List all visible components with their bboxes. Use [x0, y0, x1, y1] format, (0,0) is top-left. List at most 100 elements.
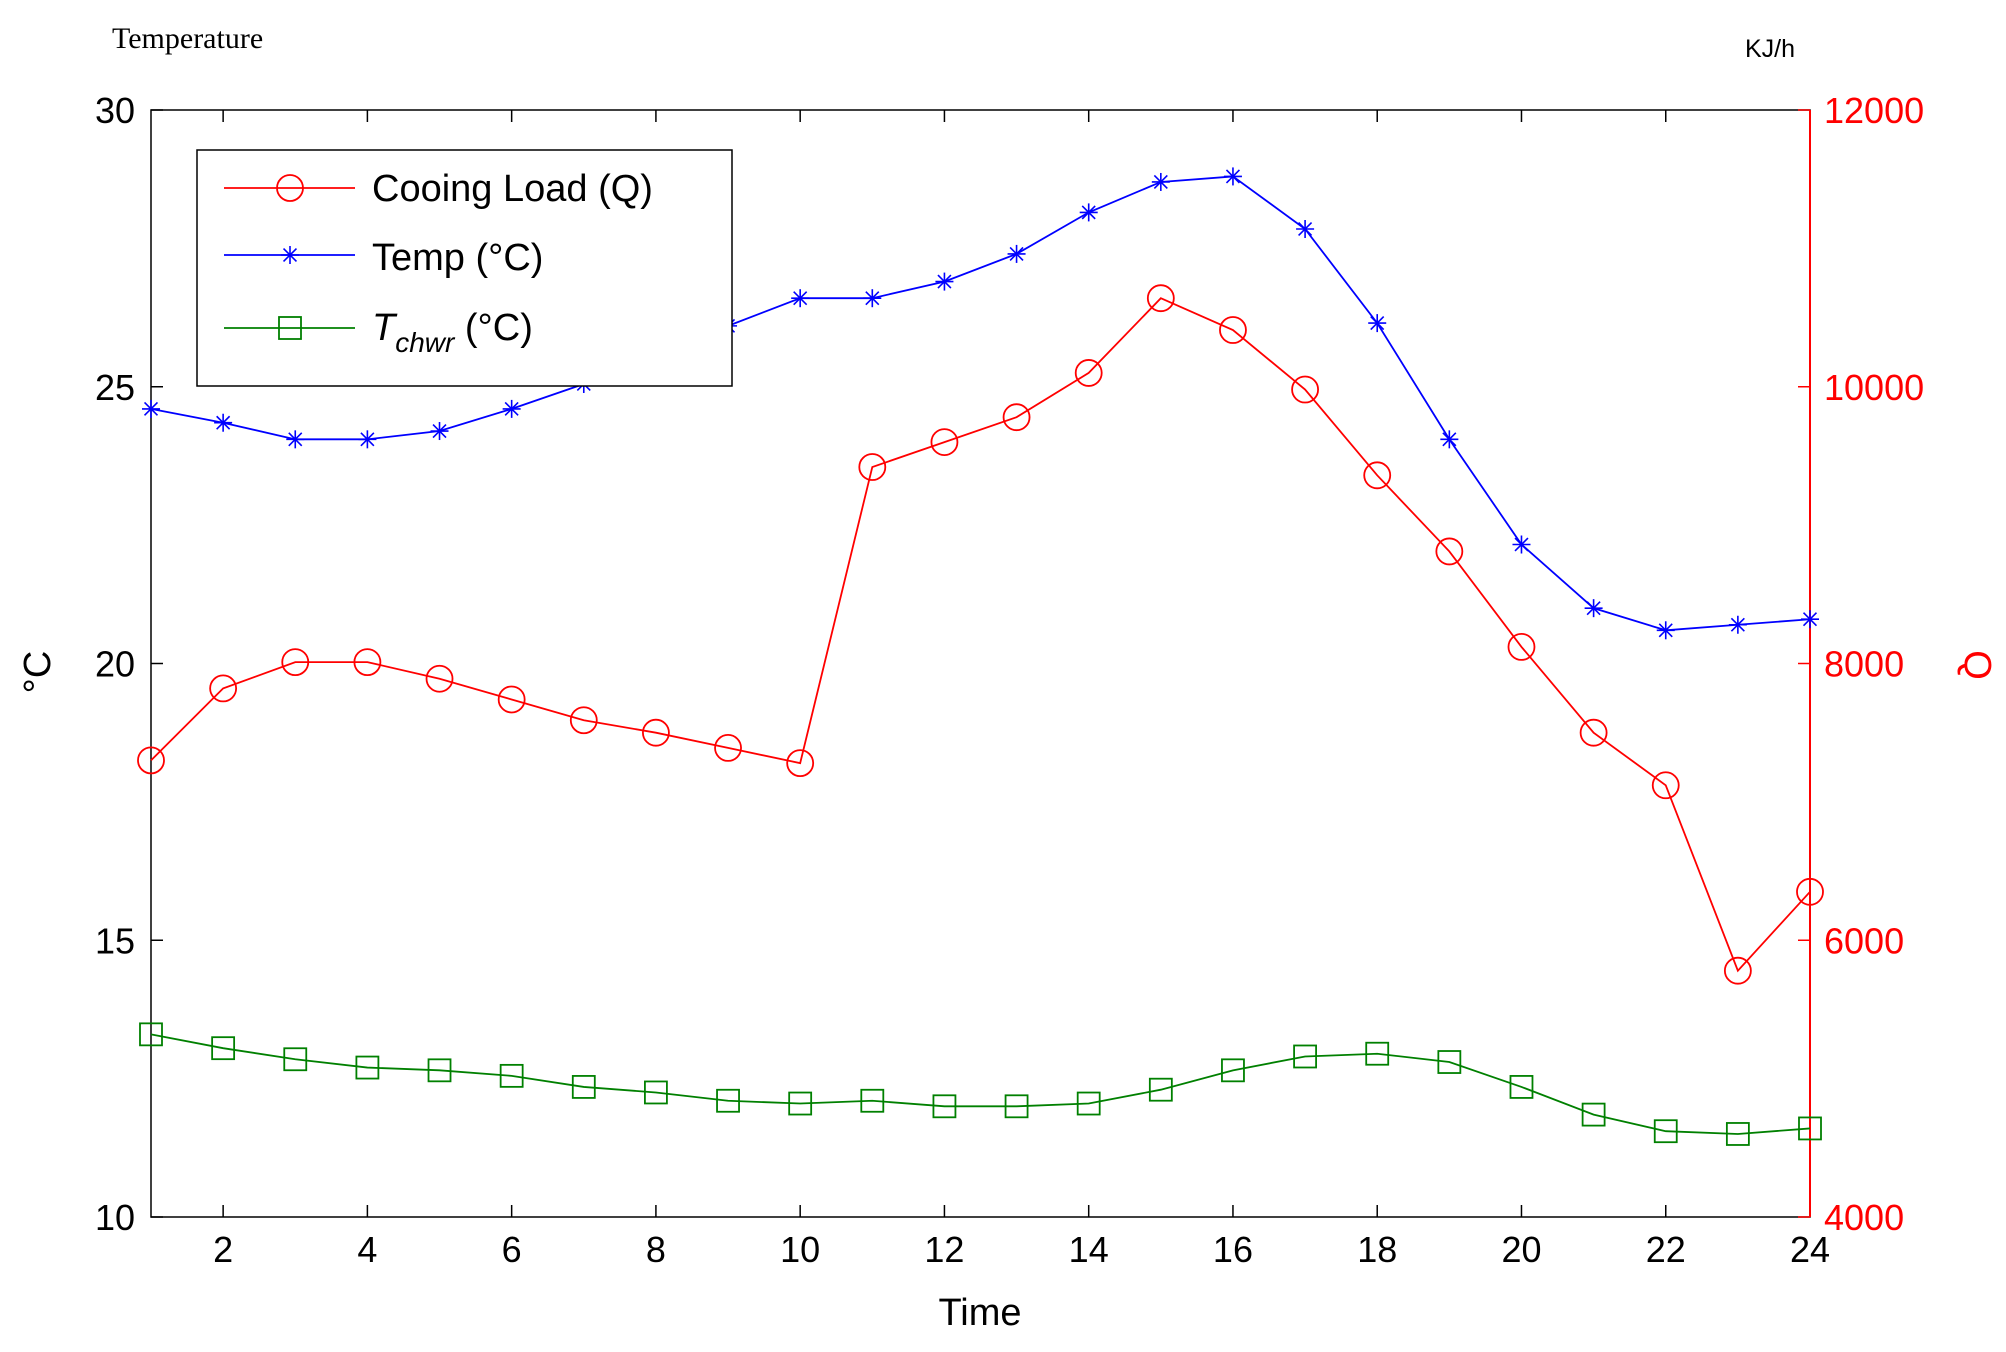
- x-tick-label: 8: [646, 1229, 666, 1270]
- star-stroke: [504, 401, 519, 416]
- data-point: [430, 422, 449, 441]
- data-point: [358, 430, 377, 449]
- data-point: [788, 1091, 813, 1116]
- data-point: [1076, 1091, 1101, 1116]
- star-stroke: [1298, 221, 1313, 237]
- star-stroke: [1802, 612, 1818, 627]
- data-point: [286, 430, 305, 449]
- legend-marker-sample: [276, 174, 304, 202]
- star-stroke: [1442, 432, 1457, 447]
- legend-label-tchwr-sub: chwr: [395, 327, 456, 358]
- y-left-tick-label: 20: [95, 644, 135, 685]
- data-point: [1801, 610, 1819, 629]
- data-point: [930, 428, 959, 457]
- right-axis-unit: KJ/h: [1745, 35, 1795, 63]
- data-point: [1653, 1119, 1678, 1144]
- data-point: [1151, 172, 1170, 191]
- data-point: [714, 734, 742, 762]
- y-left-tick-label: 30: [95, 90, 135, 131]
- y-right-tick-label: 4000: [1824, 1197, 1904, 1238]
- data-point: [786, 749, 815, 778]
- data-point: [1723, 956, 1752, 985]
- data-point: [211, 1036, 236, 1061]
- data-point: [716, 1088, 740, 1113]
- data-point: [1435, 537, 1464, 566]
- data-point: [499, 1063, 524, 1088]
- data-point: [214, 413, 233, 432]
- data-point: [427, 1058, 452, 1083]
- data-point: [1221, 1058, 1245, 1083]
- y-left-tick-label: 25: [95, 367, 135, 408]
- data-point: [1223, 167, 1242, 186]
- data-point: [425, 664, 454, 693]
- data-point: [932, 1094, 957, 1119]
- data-point: [569, 706, 598, 735]
- y-right-tick-label: 8000: [1824, 644, 1904, 685]
- data-point: [137, 746, 165, 775]
- x-tick-label: 18: [1357, 1229, 1397, 1270]
- data-point: [1365, 1041, 1390, 1066]
- data-point: [1437, 1050, 1462, 1074]
- data-point: [1651, 771, 1680, 800]
- series-0: [137, 284, 1824, 985]
- star-stroke: [432, 423, 447, 439]
- data-point: [1219, 316, 1247, 344]
- left-axis-title: Temperature: [112, 22, 263, 55]
- star-stroke: [793, 291, 808, 306]
- series-1: [142, 167, 1819, 640]
- star-stroke: [1370, 316, 1385, 331]
- data-point: [791, 289, 810, 308]
- data-point: [497, 685, 526, 714]
- star-stroke: [282, 247, 298, 263]
- data-point: [1579, 718, 1608, 747]
- data-point: [139, 1022, 163, 1047]
- data-point: [642, 718, 670, 747]
- legend-label-tchwr-unit: (°C): [454, 307, 533, 349]
- data-point: [1728, 615, 1747, 634]
- data-point: [142, 399, 160, 418]
- x-tick-label: 10: [780, 1229, 820, 1270]
- legend-label-tchwr-main: T: [372, 307, 398, 349]
- data-point: [1296, 220, 1315, 239]
- legend-marker-sample: [278, 316, 302, 340]
- data-point: [355, 1055, 380, 1080]
- star-stroke: [1730, 617, 1745, 632]
- x-tick-label: 22: [1646, 1229, 1686, 1270]
- data-point: [1007, 244, 1026, 263]
- star-stroke: [1586, 601, 1601, 616]
- star-stroke: [216, 415, 231, 430]
- y-right-tick-label: 6000: [1824, 920, 1904, 961]
- series-line: [150, 175, 1811, 632]
- data-point: [571, 1075, 596, 1099]
- data-point: [1440, 430, 1459, 449]
- star-stroke: [1514, 537, 1529, 552]
- data-point: [860, 1088, 885, 1113]
- data-point: [1512, 535, 1531, 554]
- series-line: [150, 1033, 1811, 1135]
- data-point: [1293, 1044, 1317, 1069]
- data-point: [1656, 621, 1675, 640]
- data-point: [502, 399, 521, 418]
- series-2: [139, 1022, 1822, 1146]
- star-stroke: [1009, 246, 1024, 261]
- star-stroke: [1153, 174, 1168, 190]
- data-point: [1725, 1122, 1750, 1146]
- star-stroke: [1225, 169, 1241, 184]
- x-tick-label: 24: [1790, 1229, 1830, 1270]
- data-point: [1363, 461, 1392, 490]
- y-axis-right-label: Q: [1956, 650, 1998, 680]
- data-point: [1079, 203, 1098, 222]
- x-tick-label: 4: [357, 1229, 377, 1270]
- star-stroke: [1081, 205, 1096, 220]
- data-point: [1798, 1116, 1822, 1141]
- y-right-tick-label: 12000: [1824, 90, 1924, 131]
- data-point: [858, 453, 887, 481]
- star-stroke: [360, 432, 375, 447]
- star-stroke: [1658, 623, 1673, 638]
- x-tick-label: 12: [924, 1229, 964, 1270]
- legend: Cooing Load (Q) Temp (°C) Tchwr (°C): [196, 149, 733, 387]
- x-tick-label: 20: [1501, 1229, 1541, 1270]
- data-point: [281, 648, 310, 677]
- legend-label-temp: Temp (°C): [372, 237, 543, 279]
